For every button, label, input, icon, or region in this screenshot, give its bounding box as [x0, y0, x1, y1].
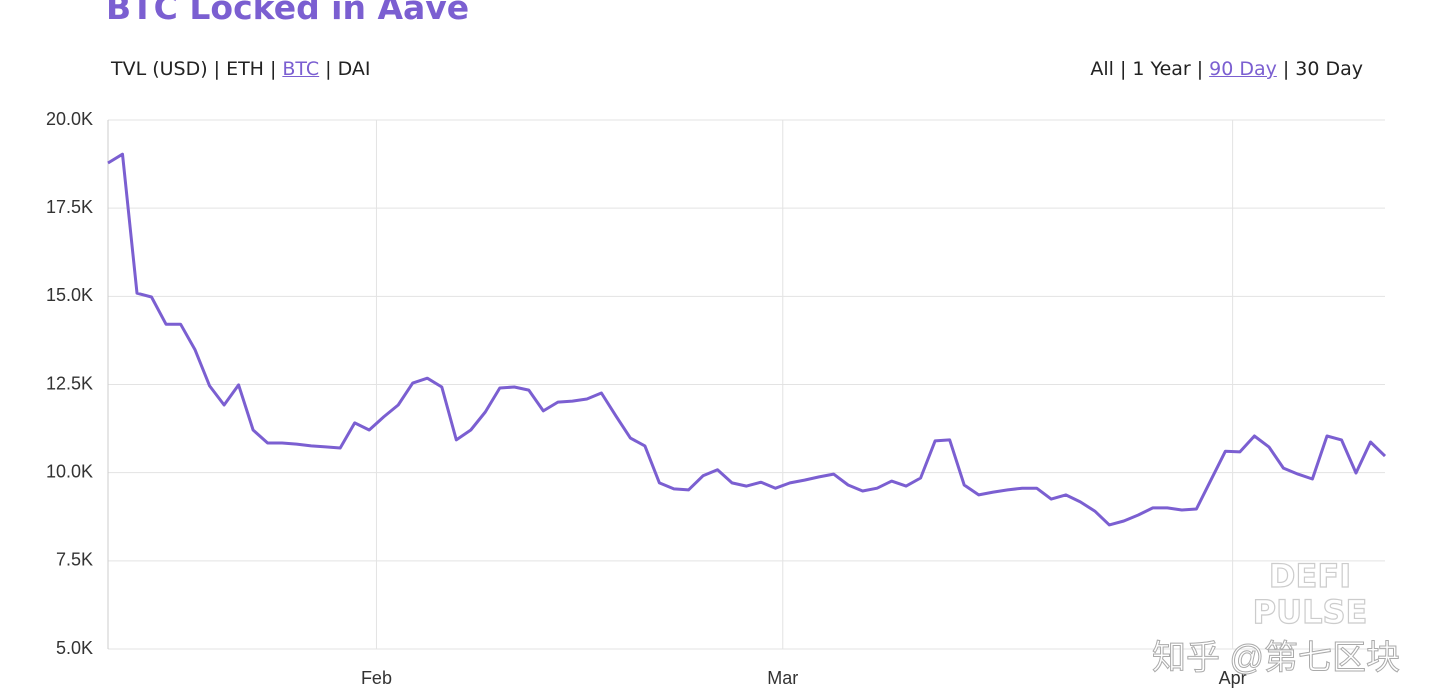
y-tick-label: 7.5K — [56, 550, 93, 570]
x-tick-label: Mar — [767, 668, 798, 688]
y-tick-label: 10.0K — [46, 461, 93, 481]
x-tick-label: Apr — [1219, 668, 1247, 688]
x-tick-label: Feb — [361, 668, 392, 688]
tab[interactable]: TVL (USD) — [111, 58, 208, 80]
tab[interactable]: 90 Day — [1209, 58, 1277, 80]
tab-separator: | — [1282, 58, 1290, 80]
tab-separator: | — [1119, 58, 1127, 80]
watermark: PULSE — [1253, 593, 1368, 631]
tab-separator: | — [325, 58, 332, 80]
y-tick-label: 17.5K — [46, 197, 93, 217]
tab[interactable]: 30 Day — [1295, 58, 1363, 80]
range-tabs: All | 1 Year | 90 Day | 30 Day — [1087, 58, 1366, 80]
tab[interactable]: All — [1090, 58, 1114, 80]
tab-separator: | — [1196, 58, 1204, 80]
credit: 知乎 @第七区块 — [1152, 639, 1400, 677]
tab[interactable]: ETH — [226, 58, 264, 80]
line — [107, 152, 1387, 527]
y-tick-label: 5.0K — [56, 638, 93, 658]
tab-separator: | — [213, 58, 221, 80]
y-tick-label: 20.0K — [46, 109, 93, 129]
tab[interactable]: 1 Year — [1132, 58, 1191, 80]
chart-title: BTC Locked in Aave — [106, 0, 470, 27]
y-tick-label: 12.5K — [46, 373, 93, 393]
tab[interactable]: BTC — [282, 58, 320, 80]
tab-separator: | — [269, 58, 277, 80]
y-tick-label: 15.0K — [46, 285, 93, 305]
tab[interactable]: DAI — [337, 58, 371, 80]
watermark: DEFI — [1269, 557, 1351, 595]
metric-tabs: TVL (USD) | ETH | BTC | DAI — [108, 58, 373, 80]
